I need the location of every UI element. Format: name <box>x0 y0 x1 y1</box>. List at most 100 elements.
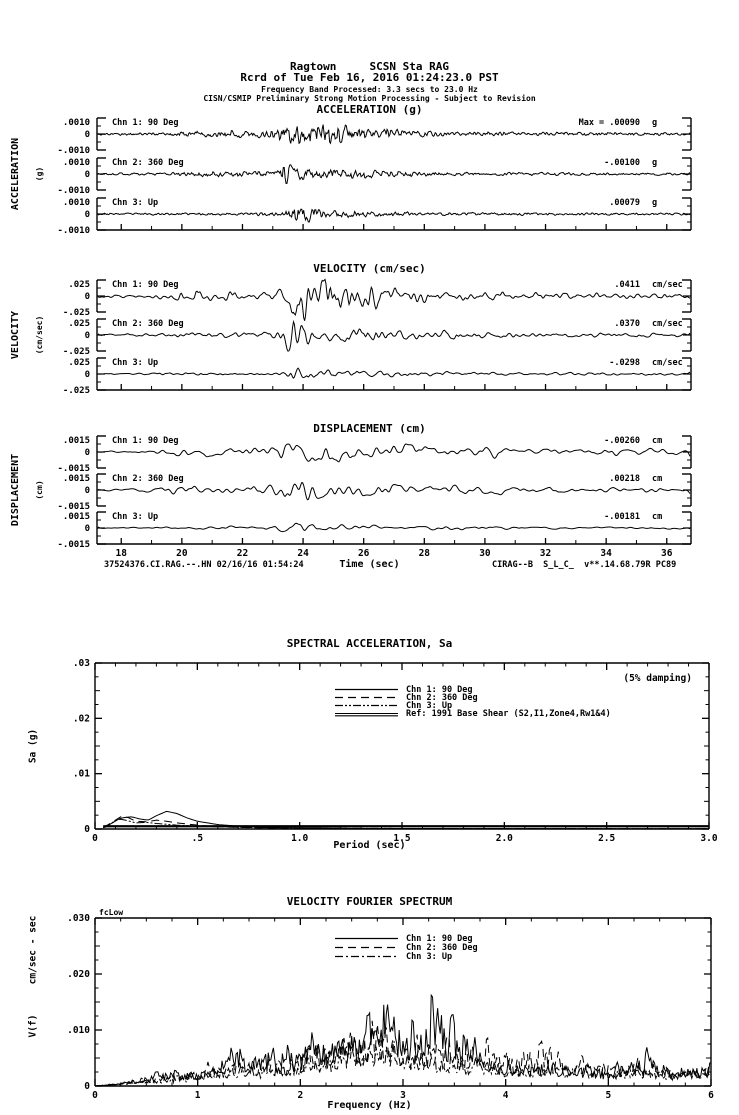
frequency-band-line: Frequency Band Processed: 3.3 secs to 23… <box>261 85 478 94</box>
y-tick-label: .0015 <box>63 436 90 446</box>
channel-label: Chn 1: 90 Deg <box>112 436 179 446</box>
y-tick-label: -.0015 <box>57 540 90 550</box>
waveform-trace <box>97 367 691 379</box>
max-value-label: .0370 <box>614 319 640 329</box>
max-unit-label: cm/sec <box>652 358 683 368</box>
y-tick-label: .03 <box>73 658 90 669</box>
time-tick-label: 22 <box>237 548 248 559</box>
max-unit-label: cm <box>652 436 662 446</box>
waveform-trace <box>97 443 691 463</box>
waveform-trace <box>97 278 691 321</box>
x-tick-label: 2.0 <box>496 833 513 844</box>
max-value-label: .0411 <box>614 280 640 290</box>
spectrum-curve <box>103 818 709 830</box>
time-tick-label: 32 <box>540 548 551 559</box>
max-value-label: .00079 <box>609 198 640 208</box>
y-tick-label: 0 <box>85 524 90 534</box>
channel-label: Chn 1: 90 Deg <box>112 118 179 128</box>
waveform-trace <box>97 319 691 352</box>
x-tick-label: 1 <box>195 1090 201 1101</box>
max-unit-label: g <box>652 158 657 168</box>
y-tick-label: .025 <box>68 319 90 329</box>
y-tick-label: 0 <box>84 824 90 835</box>
y-tick-label: 0 <box>85 331 90 341</box>
legend-label: Chn 1: 90 Deg <box>406 934 473 944</box>
waveform-trace <box>97 522 691 533</box>
time-axis-label: Time (sec) <box>339 559 400 570</box>
record-time-line: Rcrd of Tue Feb 16, 2016 01:24:23.0 PST <box>240 71 499 84</box>
y-tick-label: -.0015 <box>57 502 90 512</box>
y-tick-label: -.025 <box>63 347 90 357</box>
y-tick-label: 0 <box>84 1081 90 1092</box>
y-tick-label: 0 <box>85 170 90 180</box>
max-value-label: .00218 <box>609 474 640 484</box>
y-tick-label: 0 <box>85 130 90 140</box>
y-tick-label: 0 <box>85 448 90 458</box>
channel-label: Chn 2: 360 Deg <box>112 158 184 168</box>
y-tick-label: -.0010 <box>57 186 90 196</box>
channel-label: Chn 3: Up <box>112 198 158 208</box>
channel-label: Chn 2: 360 Deg <box>112 319 184 329</box>
spectrum-curve <box>94 1020 712 1087</box>
y-tick-label: 0 <box>85 486 90 496</box>
time-tick-label: 28 <box>419 548 431 559</box>
max-unit-label: g <box>652 198 657 208</box>
y-tick-label: .01 <box>73 769 90 780</box>
time-tick-label: 20 <box>176 548 188 559</box>
legend-label: Chn 1: 90 Deg <box>406 685 473 695</box>
waveform-trace <box>97 208 691 223</box>
processing-version-footer: CIRAG--B S_L_C_ v**.14.68.79R PC89 <box>492 560 677 570</box>
x-tick-label: 0 <box>92 833 98 844</box>
y-tick-label: -.0010 <box>57 146 90 156</box>
x-tick-label: 1.0 <box>291 833 308 844</box>
max-unit-label: cm/sec <box>652 319 683 329</box>
y-tick-label: .0010 <box>63 158 90 168</box>
channel-label: Chn 2: 360 Deg <box>112 474 184 484</box>
x-tick-label: 0 <box>92 1090 98 1101</box>
y-tick-label: .010 <box>67 1025 90 1036</box>
max-value-label: Max = .00090 <box>579 118 640 128</box>
y-tick-label: .0015 <box>63 512 90 522</box>
y-tick-label: .025 <box>68 280 90 290</box>
legend-label: Ref: 1991 Base Shear (S2,I1,Zone4,Rw1&4) <box>406 709 611 719</box>
time-tick-label: 26 <box>358 548 370 559</box>
y-tick-label: .020 <box>67 969 90 980</box>
fourier-plot-title: VELOCITY FOURIER SPECTRUM <box>286 895 453 908</box>
y-tick-label: -.025 <box>63 308 90 318</box>
y-tick-label: .0010 <box>63 198 90 208</box>
corner-frequency-label: fcLow <box>99 908 123 917</box>
y-tick-label: 0 <box>85 292 90 302</box>
x-tick-label: 5 <box>605 1090 611 1101</box>
fourier-x-axis-label: Frequency (Hz) <box>327 1100 412 1111</box>
y-tick-label: .02 <box>73 713 90 724</box>
max-value-label: -.00260 <box>604 436 640 446</box>
x-tick-label: 4 <box>503 1090 509 1101</box>
time-tick-label: 30 <box>479 548 491 559</box>
legend-label: Chn 2: 360 Deg <box>406 693 478 703</box>
waveform-trace <box>97 481 691 501</box>
waveform-trace <box>97 124 691 145</box>
x-tick-label: 6 <box>708 1090 714 1101</box>
y-tick-label: -.0010 <box>57 226 90 236</box>
max-unit-label: cm <box>652 512 662 522</box>
disclaimer-line: CISN/CSMIP Preliminary Strong Motion Pro… <box>203 94 536 103</box>
max-unit-label: cm/sec <box>652 280 683 290</box>
time-tick-label: 34 <box>600 548 612 559</box>
spectrum-curve <box>94 993 712 1087</box>
velocity-panel-title: VELOCITY (cm/sec) <box>313 262 426 275</box>
spectrum-curve <box>94 1040 712 1087</box>
displacement-panel-title: DISPLACEMENT (cm) <box>313 422 426 435</box>
y-tick-label: 0 <box>85 210 90 220</box>
record-id-footer: 37524376.CI.RAG.--.HN 02/16/16 01:54:24 <box>104 560 304 570</box>
x-tick-label: 3.0 <box>700 833 717 844</box>
time-tick-label: 24 <box>297 548 309 559</box>
y-tick-label: .025 <box>68 358 90 368</box>
legend-label: Chn 2: 360 Deg <box>406 943 478 953</box>
y-tick-label: -.025 <box>63 386 90 396</box>
legend-label: Chn 3: Up <box>406 952 452 962</box>
channel-label: Chn 1: 90 Deg <box>112 280 179 290</box>
max-value-label: -.0298 <box>609 358 640 368</box>
time-tick-label: 18 <box>116 548 128 559</box>
